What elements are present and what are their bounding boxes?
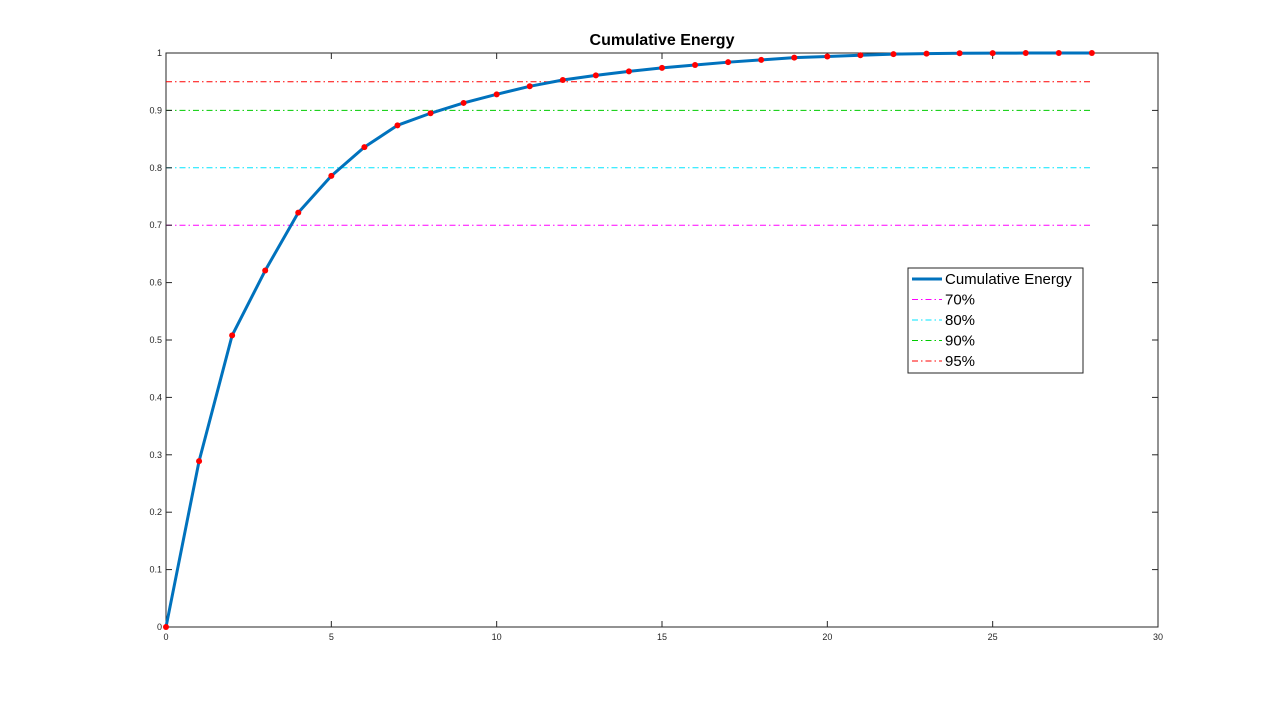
data-point xyxy=(692,62,699,69)
data-point xyxy=(262,267,269,274)
y-tick-label: 0.6 xyxy=(149,278,162,288)
data-point xyxy=(394,122,401,129)
reference-lines xyxy=(166,81,1092,226)
legend: Cumulative Energy 70% 80% 90% 95% xyxy=(907,267,1084,374)
data-point xyxy=(559,76,566,83)
x-tick-label: 0 xyxy=(163,632,168,642)
data-point xyxy=(196,458,203,465)
legend-label: Cumulative Energy xyxy=(945,271,1072,288)
x-tick-label: 20 xyxy=(822,632,832,642)
axis-ticks: 0 5 10 15 20 25 30 0 0.1 0.2 0.3 0.4 0.5 0.6 0.7 0.8 0.9… xyxy=(149,48,1163,642)
y-tick-label: 0.3 xyxy=(149,450,162,460)
data-point xyxy=(625,68,632,75)
data-point xyxy=(295,209,302,216)
data-point xyxy=(956,50,963,57)
data-point xyxy=(923,50,930,57)
data-point xyxy=(460,99,467,106)
data-point xyxy=(526,83,533,90)
legend-label: 90% xyxy=(945,333,975,350)
data-point xyxy=(1055,50,1062,56)
data-point xyxy=(493,91,500,98)
y-tick-label: 0.7 xyxy=(149,220,162,230)
data-point xyxy=(758,56,765,63)
y-tick-label: 1 xyxy=(157,48,162,58)
data-point xyxy=(592,72,599,79)
data-point xyxy=(659,64,665,71)
data-point xyxy=(361,144,368,151)
data-point xyxy=(890,51,897,58)
y-tick-label: 0.4 xyxy=(149,392,162,402)
data-point xyxy=(427,110,434,117)
data-point xyxy=(328,172,335,179)
legend-box xyxy=(907,267,1084,374)
data-point xyxy=(229,332,236,339)
data-point xyxy=(824,53,831,60)
data-point xyxy=(989,50,996,57)
x-tick-label: 25 xyxy=(988,632,998,642)
chart-title: Cumulative Energy xyxy=(590,32,735,49)
y-tick-label: 0.8 xyxy=(149,163,162,173)
y-tick-label: 0 xyxy=(157,622,162,632)
series-group xyxy=(163,50,1095,630)
data-point xyxy=(857,52,864,59)
legend-label: 70% xyxy=(945,292,975,309)
data-point xyxy=(1022,50,1029,57)
y-tick-label: 0.1 xyxy=(149,565,162,575)
y-tick-label: 0.2 xyxy=(149,507,162,517)
y-tick-label: 0.5 xyxy=(149,335,162,345)
x-tick-label: 10 xyxy=(492,632,502,642)
x-tick-label: 5 xyxy=(329,632,334,642)
y-tick-label: 0.9 xyxy=(149,105,162,115)
x-tick-label: 30 xyxy=(1153,632,1163,642)
data-point xyxy=(725,59,732,66)
x-tick-label: 15 xyxy=(657,632,667,642)
data-point xyxy=(791,54,798,61)
data-point xyxy=(1088,50,1095,56)
legend-label: 80% xyxy=(945,312,975,329)
data-point xyxy=(163,624,169,630)
legend-label: 95% xyxy=(945,353,975,370)
